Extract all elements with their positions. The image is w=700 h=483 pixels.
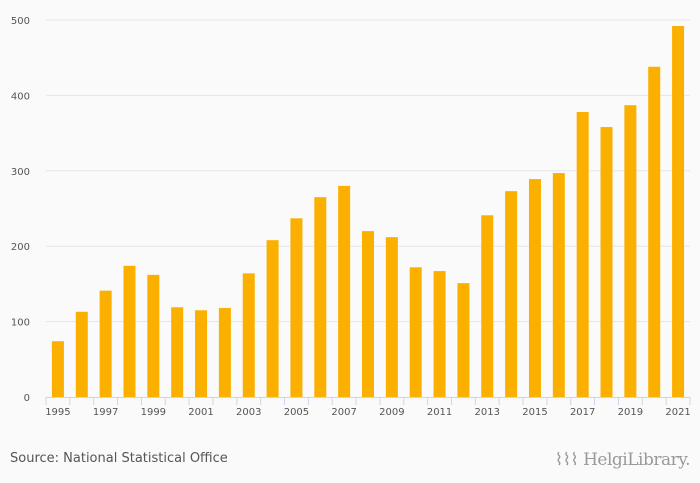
- x-tick-label: 2015: [522, 407, 547, 418]
- bar-2001: [195, 310, 208, 397]
- x-tick-label: 2013: [475, 407, 500, 418]
- bar-2005: [290, 218, 303, 397]
- bar-2019: [624, 105, 637, 398]
- bar-2021: [672, 26, 685, 397]
- bar-2014: [505, 191, 518, 397]
- bar-1999: [147, 274, 160, 397]
- y-tick-label: 0: [24, 393, 30, 404]
- y-tick-label: 500: [11, 16, 30, 27]
- x-tick-label: 2007: [331, 407, 356, 418]
- bar-2012: [457, 283, 470, 397]
- bar-2000: [171, 307, 184, 397]
- y-tick-label: 100: [11, 318, 30, 329]
- bar-2008: [362, 231, 374, 397]
- x-tick-label: 2011: [427, 407, 452, 418]
- source-note: Source: National Statistical Office: [10, 451, 228, 466]
- y-tick-label: 400: [11, 91, 30, 102]
- x-tick-label: 2017: [570, 407, 595, 418]
- bar-2007: [338, 185, 351, 397]
- bar-2020: [648, 66, 661, 398]
- x-tick-label: 2009: [379, 407, 404, 418]
- y-tick-label: 200: [11, 242, 30, 253]
- bar-2009: [385, 237, 398, 397]
- bar-1997: [99, 290, 112, 397]
- x-tick-label: 1997: [93, 407, 118, 418]
- x-tick-label: 2001: [188, 407, 213, 418]
- x-tick-label: 2019: [618, 407, 643, 418]
- bar-2004: [266, 240, 279, 397]
- bar-2010: [409, 267, 422, 397]
- bar-2006: [314, 197, 327, 397]
- x-tick-label: 2005: [284, 407, 309, 418]
- bar-1996: [75, 311, 88, 397]
- bar-2003: [242, 273, 255, 397]
- bar-2011: [433, 271, 446, 397]
- x-tick-label: 2003: [236, 407, 261, 418]
- x-tick-label: 2021: [665, 407, 690, 418]
- x-tick-label: 1999: [141, 407, 166, 418]
- y-tick-label: 300: [11, 167, 30, 178]
- bar-chart: 0 100 200 300 400 500 1995 1997 1999 2001 2003 2005…: [11, 16, 691, 418]
- x-tick-label: 1995: [45, 407, 70, 418]
- bar-2016: [552, 173, 565, 397]
- bar-2015: [528, 179, 541, 397]
- bar-2013: [481, 215, 494, 397]
- helgi-library-logo: ⌇⌇⌇ HelgiLibrary.: [554, 450, 691, 470]
- bar-2002: [218, 308, 231, 397]
- bar-1995: [51, 341, 64, 397]
- bar-2018: [600, 127, 613, 398]
- bar-2017: [576, 111, 589, 397]
- bar-1998: [123, 265, 136, 397]
